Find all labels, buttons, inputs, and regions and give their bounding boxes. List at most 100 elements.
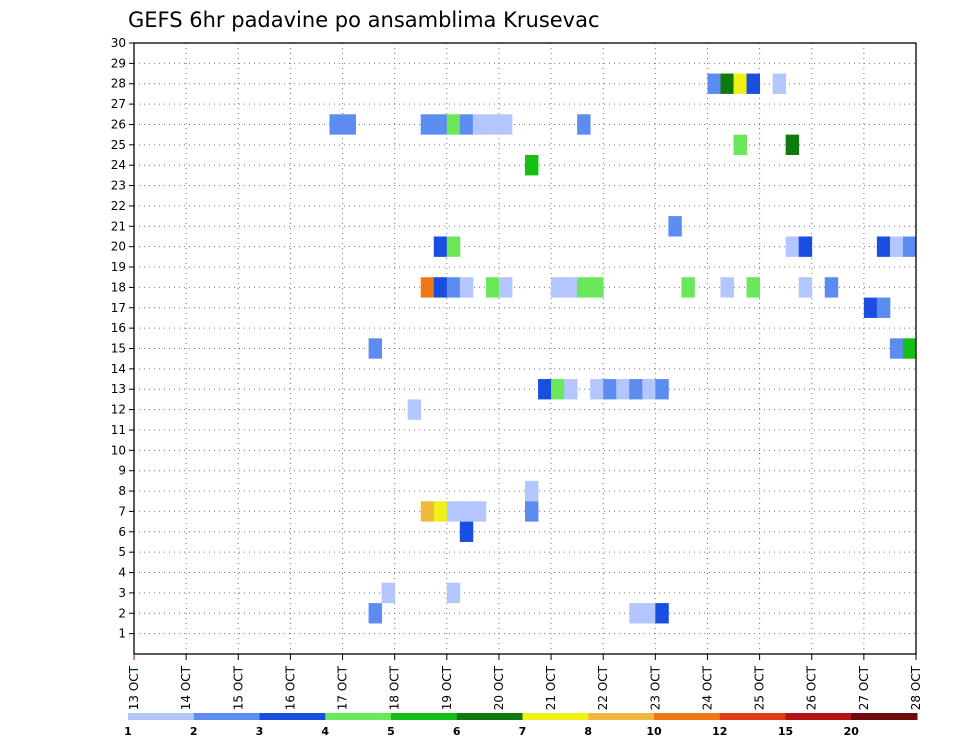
- colorbar-label: 6: [453, 725, 461, 738]
- colorbar-label: 15: [778, 725, 793, 738]
- colorbar-label: 1: [124, 725, 132, 738]
- y-tick-label: 27: [111, 97, 126, 111]
- colorbar-legend: 1 2 3 4 5 6 7 8 10 12 15 20: [124, 713, 918, 738]
- colorbar-label: 12: [712, 725, 727, 738]
- precip-cell: [902, 338, 917, 359]
- precip-cell: [433, 501, 448, 522]
- y-tick-label: 2: [118, 606, 126, 620]
- precip-cell: [525, 155, 539, 176]
- precip-cell: [459, 501, 474, 522]
- colorbar-swatch: [785, 713, 852, 720]
- precip-cell: [525, 480, 539, 502]
- y-tick-label: 23: [111, 179, 126, 193]
- y-tick-label: 6: [118, 525, 126, 539]
- y-tick-label: 15: [111, 342, 126, 356]
- x-tick-label: 17 OCT: [336, 665, 350, 710]
- precip-cell: [876, 297, 891, 318]
- precip-cell: [798, 236, 813, 257]
- precip-cell: [564, 277, 578, 298]
- precip-cell: [577, 114, 591, 135]
- precip-cell: [668, 216, 682, 237]
- precip-cell: [655, 379, 669, 400]
- precip-cell: [368, 338, 383, 359]
- precip-cell: [720, 277, 734, 298]
- precip-cell: [733, 134, 747, 156]
- colorbar-swatch: [325, 713, 392, 720]
- y-tick-label: 12: [111, 403, 126, 417]
- precip-cell: [446, 501, 461, 522]
- precip-cell: [446, 236, 461, 257]
- y-tick-label: 9: [118, 464, 126, 478]
- colorbar-swatch: [522, 713, 589, 720]
- precip-cell: [642, 379, 656, 400]
- colorbar-swatch: [654, 713, 721, 720]
- x-tick-label: 15 OCT: [231, 665, 245, 710]
- precip-cell: [446, 114, 461, 135]
- colorbar-swatch: [456, 713, 523, 720]
- colorbar-label: 10: [646, 725, 662, 738]
- x-tick-label: 23 OCT: [648, 665, 662, 710]
- x-tick-label: 13 OCT: [127, 665, 141, 710]
- colorbar-swatch: [851, 713, 918, 720]
- precip-cell: [551, 379, 565, 400]
- y-tick-label: 4: [118, 566, 126, 580]
- precip-cell: [798, 277, 813, 298]
- precip-cell: [785, 236, 800, 257]
- precip-cell: [733, 73, 747, 94]
- precip-cell: [329, 114, 343, 135]
- x-tick-label: 14 OCT: [179, 665, 193, 710]
- x-tick-label: 16 OCT: [283, 665, 297, 710]
- x-tick-label: 21 OCT: [544, 665, 558, 710]
- y-tick-label: 7: [118, 504, 126, 518]
- precip-cell: [824, 277, 839, 298]
- y-tick-label: 20: [111, 240, 126, 254]
- precip-cell: [381, 582, 396, 604]
- precip-cell: [420, 501, 435, 522]
- precip-cell: [655, 603, 669, 624]
- precip-cell: [590, 277, 604, 298]
- x-tick-label: 18 OCT: [388, 665, 402, 710]
- precip-cell: [407, 399, 422, 420]
- colorbar-label: 8: [584, 725, 592, 738]
- precip-cell: [446, 582, 461, 604]
- y-tick-label: 21: [111, 219, 126, 233]
- precip-cell: [590, 379, 604, 400]
- x-tick-label: 22 OCT: [596, 665, 610, 710]
- precip-cell: [876, 236, 891, 257]
- colorbar-swatch: [588, 713, 655, 720]
- precip-cell: [889, 338, 904, 359]
- precip-cell: [564, 379, 578, 400]
- precip-cell: [902, 236, 917, 257]
- precip-cell: [785, 134, 800, 156]
- precip-cell: [472, 114, 487, 135]
- y-tick-label: 28: [111, 77, 126, 91]
- precip-cell: [629, 379, 643, 400]
- precip-cell: [420, 114, 435, 135]
- y-axis: 1234567891011121314151617181920212223242…: [111, 36, 134, 641]
- y-tick-label: 16: [111, 321, 126, 335]
- y-tick-label: 17: [111, 301, 126, 315]
- x-tick-label: 20 OCT: [492, 665, 506, 710]
- x-tick-label: 19 OCT: [440, 665, 454, 710]
- precip-cell: [498, 114, 513, 135]
- precip-cell: [433, 236, 448, 257]
- y-tick-label: 14: [111, 362, 126, 376]
- y-tick-label: 1: [118, 627, 126, 641]
- y-tick-label: 3: [118, 586, 126, 600]
- y-tick-label: 22: [111, 199, 126, 213]
- precip-cell: [433, 114, 448, 135]
- precip-cell: [485, 277, 500, 298]
- colorbar-label: 3: [256, 725, 264, 738]
- colorbar-label: 4: [321, 725, 329, 738]
- precip-cell: [577, 277, 591, 298]
- y-tick-label: 8: [118, 484, 126, 498]
- precip-cell: [498, 277, 513, 298]
- precip-cell: [525, 501, 539, 522]
- precip-cell: [707, 73, 721, 94]
- precip-cell: [446, 277, 461, 298]
- precip-cell: [342, 114, 356, 135]
- y-tick-label: 30: [111, 36, 126, 50]
- x-tick-label: 25 OCT: [753, 665, 767, 710]
- precip-cell: [889, 236, 904, 257]
